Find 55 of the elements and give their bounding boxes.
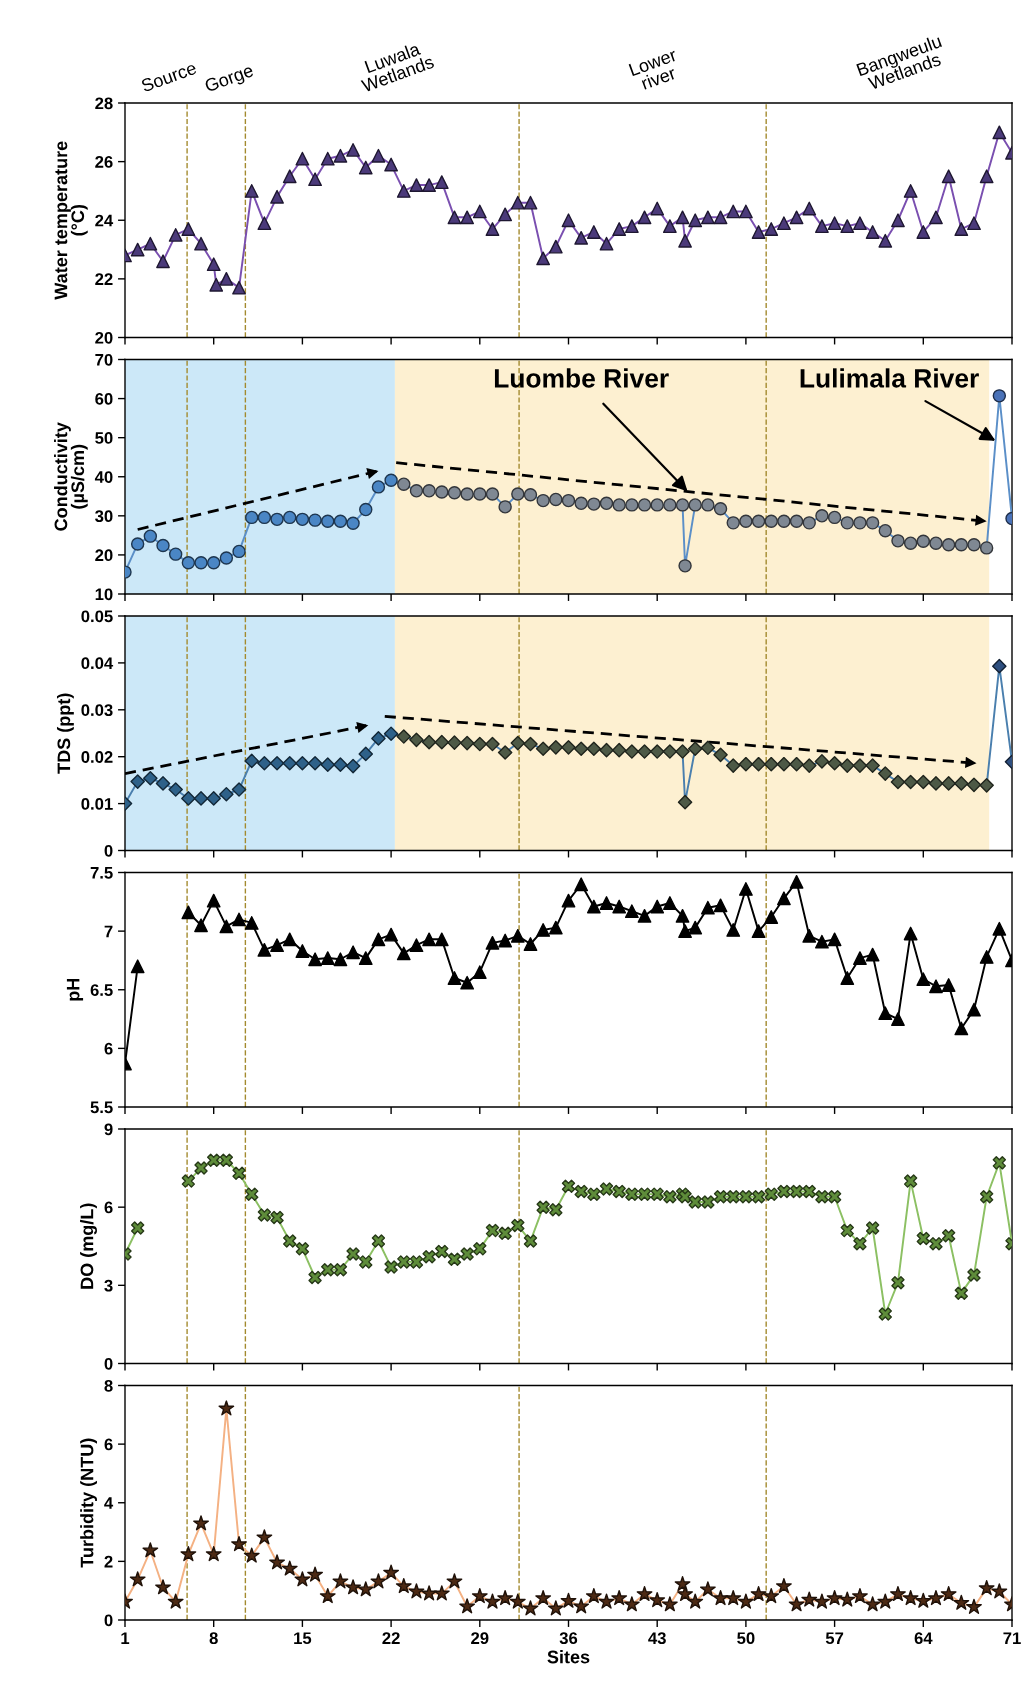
x-tick-label: 71 bbox=[1003, 1632, 1021, 1644]
y-tick-label: 2 bbox=[104, 1555, 113, 1568]
y-tick-label: 6.5 bbox=[90, 984, 113, 996]
y-axis-title: Turbidity (NTU) bbox=[80, 1438, 97, 1568]
y-tick-label: 0 bbox=[104, 1614, 113, 1627]
y-tick-label: 7 bbox=[104, 925, 113, 938]
y-tick-label: 0.04 bbox=[81, 657, 114, 670]
x-tick-label: 57 bbox=[825, 1632, 844, 1645]
y-tick-label: 4 bbox=[104, 1497, 114, 1509]
y-tick-label: 24 bbox=[95, 214, 114, 227]
y-tick-label: 6 bbox=[104, 1438, 113, 1451]
y-tick-label: 40 bbox=[94, 471, 113, 483]
y-tick-label: 10 bbox=[95, 588, 113, 601]
y-tick-label: 9 bbox=[104, 1123, 113, 1136]
y-tick-label: 0 bbox=[104, 1357, 113, 1370]
y-tick-label: 0 bbox=[104, 844, 113, 857]
y-tick-label: 20 bbox=[95, 331, 113, 344]
text: Gorge bbox=[204, 63, 256, 96]
x-tick-label: 29 bbox=[471, 1632, 489, 1645]
x-tick-label: 50 bbox=[737, 1632, 755, 1645]
y-tick-label: 7.5 bbox=[90, 867, 113, 879]
y-axis-title: DO (mg/L) bbox=[80, 1203, 97, 1289]
x-axis-title: Sites bbox=[547, 1650, 590, 1664]
x-tick-label: 1 bbox=[121, 1632, 130, 1644]
y-tick-label: 3 bbox=[104, 1279, 113, 1292]
y-axis-title: TDS (ppt) bbox=[56, 693, 74, 774]
y-axis-title: Water temperature (°C) bbox=[54, 141, 88, 300]
x-tick-label: 36 bbox=[559, 1632, 578, 1645]
y-tick-label: 5.5 bbox=[90, 1101, 113, 1114]
y-tick-label: 28 bbox=[95, 97, 113, 110]
y-tick-label: 20 bbox=[95, 549, 113, 562]
y-tick-label: 30 bbox=[95, 510, 113, 523]
text: Lower river bbox=[628, 48, 678, 90]
y-axis-title: pH bbox=[66, 978, 84, 1001]
x-tick-label: 8 bbox=[209, 1632, 218, 1645]
x-tick-label: 15 bbox=[294, 1632, 312, 1645]
y-tick-label: 22 bbox=[95, 273, 113, 285]
y-tick-label: 0.02 bbox=[81, 751, 113, 763]
y-tick-label: 0.03 bbox=[81, 704, 113, 717]
y-tick-label: 50 bbox=[95, 432, 113, 444]
x-tick-label: 43 bbox=[648, 1632, 666, 1645]
text: Source bbox=[140, 61, 198, 93]
y-tick-label: 0.01 bbox=[81, 798, 113, 810]
y-tick-label: 0.05 bbox=[81, 610, 113, 623]
x-tick-label: 22 bbox=[382, 1632, 400, 1644]
annotation: Lulimala River bbox=[800, 368, 979, 388]
y-axis-title: Conductivity (µS/cm) bbox=[54, 422, 88, 531]
y-tick-label: 8 bbox=[104, 1379, 113, 1392]
y-tick-label: 60 bbox=[95, 392, 113, 405]
y-tick-label: 26 bbox=[95, 156, 113, 168]
y-tick-label: 6 bbox=[104, 1201, 113, 1214]
x-tick-label: 64 bbox=[914, 1632, 933, 1645]
y-tick-label: 70 bbox=[95, 353, 113, 366]
annotation: Luombe River bbox=[494, 368, 669, 388]
y-tick-label: 6 bbox=[104, 1042, 113, 1055]
